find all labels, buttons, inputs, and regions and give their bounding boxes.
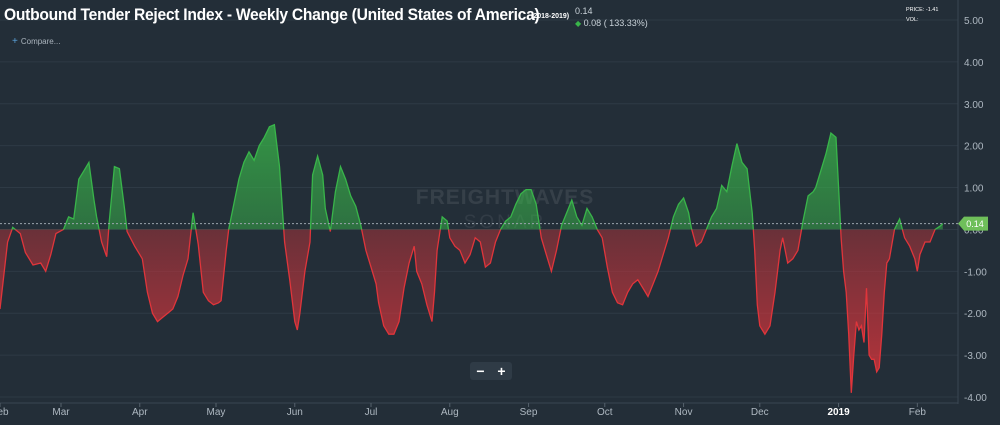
x-tick-label: Nov <box>675 407 693 418</box>
x-tick-label: Jun <box>287 407 303 418</box>
y-tick-label: 0.00 <box>964 225 984 236</box>
last-value: 0.14 <box>575 6 593 16</box>
plus-icon: + <box>12 36 18 47</box>
zoom-in-button[interactable]: + <box>497 363 506 379</box>
current-value-marker: 0.14 <box>0 216 988 231</box>
x-tick-label: Sep <box>520 407 538 418</box>
compare-button[interactable]: + Compare... <box>12 36 60 47</box>
y-tick-label: -1.00 <box>964 267 987 278</box>
y-tick-label: 2.00 <box>964 142 984 153</box>
chart-title: Outbound Tender Reject Index - Weekly Ch… <box>4 5 540 24</box>
watermark-freightwaves: FREIGHTWAVES <box>416 186 594 209</box>
y-axis: 5.00 4.00 3.00 2.00 1.00 0.00 -1.00 -2.00 -3.00 -… <box>957 0 987 404</box>
zoom-controls: − + <box>470 362 512 380</box>
change-value: 0.08 ( 133.33%) <box>583 18 648 28</box>
compare-label: Compare... <box>20 37 61 46</box>
chart-subtitle: (2018-2019) <box>531 13 570 20</box>
negative-line <box>0 229 937 393</box>
change-line: ◆ 0.08 ( 133.33%) <box>575 18 648 28</box>
current-value-tag <box>958 216 988 231</box>
x-tick-label: Mar <box>52 407 70 418</box>
x-tick-label: Jul <box>365 407 378 418</box>
y-tick-label: 1.00 <box>964 184 984 195</box>
y-tick-label: 5.00 <box>964 16 984 27</box>
y-tick-label: -4.00 <box>964 393 987 404</box>
positive-line <box>11 123 944 230</box>
price-label: PRICE: -1.41 <box>906 7 939 13</box>
line-layer <box>0 123 944 393</box>
x-tick-label: Oct <box>597 407 613 418</box>
vol-label: VOL: <box>906 17 919 23</box>
x-tick-label: Feb <box>0 407 9 418</box>
x-tick-label: Aug <box>441 407 459 418</box>
negative-area <box>0 229 936 393</box>
y-tick-label: 4.00 <box>964 58 984 69</box>
x-tick-label: 2019 <box>827 407 850 418</box>
current-value-text: 0.14 <box>966 219 984 229</box>
x-tick-label: Feb <box>909 407 927 418</box>
area-layer <box>0 124 943 393</box>
x-tick-label: Dec <box>751 407 769 418</box>
up-arrow-icon: ◆ <box>575 19 582 28</box>
zoom-out-button[interactable]: − <box>476 363 485 379</box>
y-tick-label: -3.00 <box>964 351 987 362</box>
x-tick-label: May <box>207 407 226 418</box>
positive-area <box>0 124 943 230</box>
y-tick-label: -2.00 <box>964 309 987 320</box>
x-axis: Feb Mar Apr May Jun Jul Aug Sep Oct Nov Dec 2019 Feb <box>0 402 958 418</box>
x-tick-label: Apr <box>132 407 148 418</box>
y-tick-label: 3.00 <box>964 100 984 111</box>
price-box: PRICE: -1.41 VOL: <box>906 5 938 25</box>
